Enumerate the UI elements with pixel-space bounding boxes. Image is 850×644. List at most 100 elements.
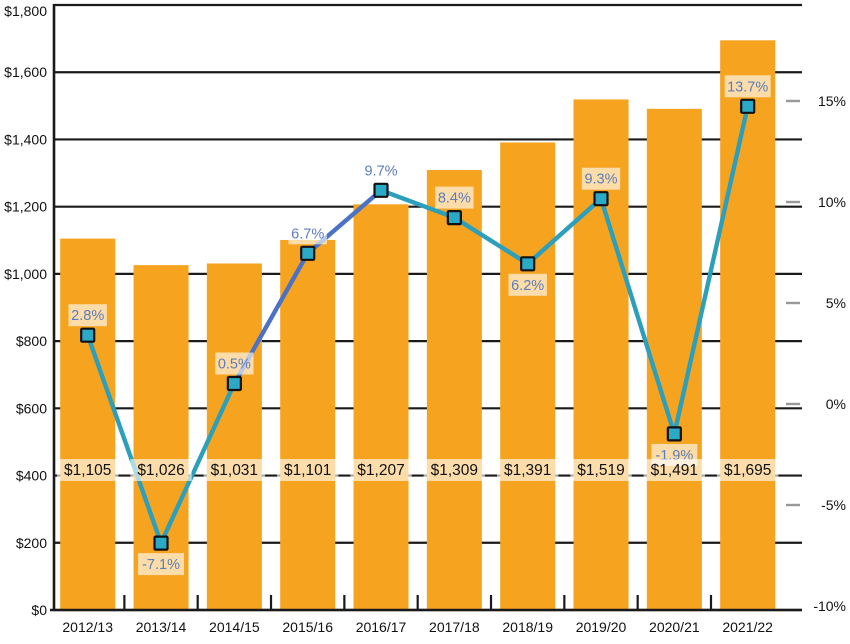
bar-2012/13: [60, 238, 116, 610]
markers: [80, 98, 756, 551]
left-axis-labels: $0 $200 $400 $600 $800 $1,000 $1,200 $1,400 $1,6…: [4, 3, 47, 618]
value-label-bg: [643, 459, 706, 481]
value-label-bg: [203, 459, 266, 481]
pct-label: 6.7%: [291, 226, 324, 242]
x-axis-labels: 2012/13 2013/14 2014/15 2015/16 2016/17 2017/…: [62, 619, 773, 635]
bar-2018/19: [500, 142, 556, 610]
x-axis-label-2021/22: 2021/22: [722, 619, 773, 635]
value-label: $1,695: [724, 462, 771, 479]
marker-2015/16: [300, 245, 316, 261]
marker-2021/22: [740, 98, 756, 114]
right-axis-label: 15%: [818, 93, 846, 109]
bars: [60, 40, 776, 611]
left-axis-label: $200: [16, 535, 47, 551]
value-label: $1,101: [284, 462, 331, 479]
x-axis-label-2016/17: 2016/17: [356, 619, 407, 635]
left-axis-label: $400: [16, 468, 47, 484]
pct-label: 9.7%: [364, 163, 397, 179]
bar-2015/16: [280, 239, 336, 611]
value-label-bg: [423, 459, 486, 481]
x-axis-label-2018/19: 2018/19: [502, 619, 553, 635]
right-axis-label: 5%: [826, 295, 846, 311]
line-segment: [598, 198, 677, 435]
value-label-bg: [350, 459, 412, 481]
x-axis-label-2020/21: 2020/21: [649, 619, 700, 635]
bar-2021/22: [720, 40, 776, 610]
pct-label-bg: [215, 352, 254, 375]
bar-2017/18: [426, 170, 482, 610]
pct-label: 9.3%: [584, 172, 617, 188]
x-axis-label-2013/14: 2013/14: [136, 619, 187, 635]
value-label-bg: [496, 459, 559, 481]
pct-label: 6.2%: [511, 278, 544, 294]
right-axis-ticks: [786, 99, 800, 507]
value-label-bg: [130, 459, 192, 481]
value-label: $1,391: [504, 462, 551, 479]
pct-label-bg: [138, 553, 185, 576]
value-label: $1,031: [211, 462, 258, 479]
left-axis-label: $1,800: [4, 3, 47, 19]
pct-label-bg: [724, 75, 771, 98]
pct-label-bg: [508, 273, 547, 296]
right-axis-label: 10%: [818, 194, 846, 210]
pct-label-bg: [361, 159, 401, 182]
value-label: $1,491: [651, 462, 698, 479]
bar-2013/14: [133, 265, 189, 610]
x-axis-label-2014/15: 2014/15: [209, 619, 260, 635]
pct-label-bg: [435, 186, 474, 209]
marker-2017/18: [446, 210, 462, 226]
left-axis-label: $1,000: [4, 266, 47, 282]
right-axis-labels: 15% 10% 5% 0% -5% -10%: [813, 93, 846, 614]
value-label-bg: [57, 459, 119, 481]
line-segment: [159, 382, 237, 545]
pct-label-bg: [288, 222, 327, 245]
value-label: $1,207: [357, 462, 404, 479]
pct-label: -7.1%: [142, 557, 180, 573]
pct-label: 2.8%: [71, 308, 104, 324]
left-axis-label: $1,600: [4, 64, 47, 80]
left-axis-label: $1,400: [4, 131, 47, 147]
left-axis-label: $600: [16, 400, 47, 416]
marker-2013/14: [153, 535, 169, 551]
value-label: $1,026: [137, 462, 184, 479]
left-axis-label: $1,200: [4, 199, 47, 215]
line-segment: [672, 105, 750, 435]
marker-2020/21: [666, 426, 682, 442]
x-axis-label-2015/16: 2015/16: [282, 619, 333, 635]
axes: [50, 4, 802, 612]
line-segment: [453, 215, 529, 266]
right-axis-label: -5%: [821, 497, 846, 513]
x-axis-label-2012/13: 2012/13: [62, 619, 113, 635]
bar-2020/21: [646, 108, 702, 610]
marker-2019/20: [593, 191, 609, 207]
value-label-bg: [716, 459, 779, 481]
pct-label-bg: [68, 304, 107, 327]
right-axis-label: 0%: [826, 396, 846, 412]
line-segment: [380, 188, 456, 220]
x-axis-label-2017/18: 2017/18: [429, 619, 480, 635]
value-label-bg: [276, 459, 339, 481]
value-label: $1,519: [577, 462, 624, 479]
trend-line: [85, 105, 750, 545]
value-label-bg: [570, 459, 632, 481]
line-segment: [526, 197, 603, 266]
value-label: $1,309: [431, 462, 478, 479]
marker-2012/13: [80, 327, 96, 343]
marker-2014/15: [226, 375, 242, 392]
left-axis-label: $800: [16, 333, 47, 349]
marker-2016/17: [373, 182, 389, 198]
value-label: $1,105: [64, 462, 111, 479]
pct-label: 8.4%: [438, 191, 471, 207]
value-labels: $1,105 $1,026 $1,031 $1,101 $1,207 $1,309 $1,3…: [57, 459, 779, 481]
bar-2014/15: [206, 263, 262, 610]
pct-label-bg: [581, 167, 621, 190]
line-segment: [85, 334, 164, 544]
pct-label: 0.5%: [218, 357, 251, 373]
bar-2016/17: [353, 204, 409, 610]
pct-label: 13.7%: [727, 79, 768, 95]
x-axis-label-2019/20: 2019/20: [576, 619, 627, 635]
marker-2018/19: [520, 256, 536, 272]
right-axis-label: -10%: [813, 598, 846, 614]
